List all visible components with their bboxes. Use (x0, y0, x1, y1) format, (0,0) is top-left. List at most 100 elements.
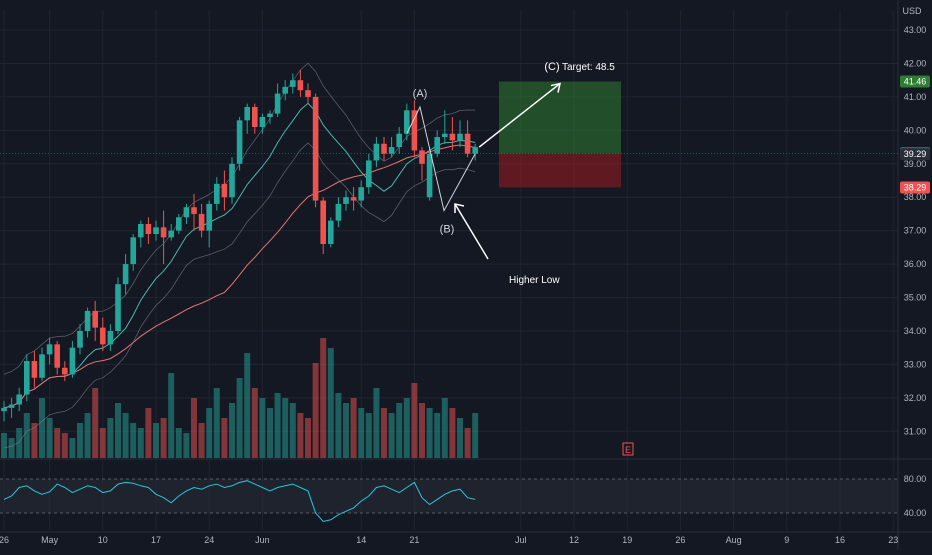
volume-bar (39, 398, 45, 458)
candle-body (434, 137, 440, 154)
volume-bar (320, 338, 327, 458)
volume-bar (274, 393, 281, 458)
candle-body (115, 284, 121, 331)
rsi-tick-label: 40.00 (904, 508, 927, 518)
volume-bar (251, 388, 258, 458)
volume-bar (464, 428, 471, 458)
volume-bar (221, 418, 228, 458)
volume-bar (153, 423, 159, 458)
x-tick-label: Jun (255, 535, 270, 545)
candle-body (464, 133, 471, 154)
volume-bar (373, 388, 380, 458)
candle-body (191, 207, 197, 214)
volume-bar (92, 388, 99, 458)
target-arrowhead (550, 82, 561, 93)
candle-body (358, 187, 364, 201)
wave-label-b: (B) (440, 224, 455, 236)
volume-bar (54, 428, 61, 458)
y-tick-label: 43.00 (904, 25, 927, 35)
y-tick-label: 40.00 (904, 125, 927, 135)
ma-fast-line (3, 102, 476, 409)
candle-body (411, 110, 418, 151)
candle-body (100, 327, 106, 345)
candle-body (290, 80, 296, 87)
x-tick-label: 26 (0, 535, 9, 545)
candle-body (343, 197, 349, 204)
y-tick-label: 32.00 (904, 393, 927, 403)
y-tick-label: 34.00 (904, 326, 927, 336)
candle-body (297, 80, 304, 91)
volume-bar (327, 348, 334, 458)
candle-body (39, 354, 45, 378)
candle-body (328, 220, 334, 245)
y-tick-label: 35.00 (904, 293, 927, 303)
x-tick-label: 9 (784, 535, 789, 545)
volume-bar (122, 413, 129, 458)
x-tick-label: 14 (356, 535, 366, 545)
x-tick-label: 16 (835, 535, 845, 545)
volume-bar (115, 403, 121, 458)
candle-body (107, 330, 114, 345)
price-label: 38.29 (904, 183, 927, 193)
candle-body (282, 86, 288, 94)
x-tick-label: Aug (726, 535, 742, 545)
volume-bar (77, 423, 83, 458)
wave-path (406, 105, 476, 212)
target-arrow (478, 82, 561, 148)
y-tick-label: 39.00 (904, 159, 927, 169)
volume-bar (441, 398, 448, 458)
volume-bar (358, 408, 365, 458)
x-tick-label: 26 (675, 535, 685, 545)
candle-body (122, 264, 129, 285)
candle-body (274, 93, 281, 114)
candle-body (16, 394, 22, 405)
volume-bar (365, 413, 372, 458)
candle-body (77, 330, 83, 348)
candle-body (206, 203, 212, 231)
volume-bar (175, 428, 182, 458)
y-tick-label: 41.00 (904, 92, 927, 102)
candle-body (305, 90, 311, 97)
y-tick-label: 36.00 (904, 259, 927, 269)
volume-bar (411, 383, 418, 458)
candle-body (449, 133, 456, 141)
y-tick-label: 37.00 (904, 226, 927, 236)
volume-bar (206, 408, 213, 458)
bollinger-lower (3, 142, 476, 449)
volume-bar (244, 353, 251, 458)
volume-bar (305, 418, 311, 458)
volume-bar (396, 403, 403, 458)
target-zone (499, 81, 621, 154)
volume-bar (259, 398, 266, 458)
candle-body (267, 113, 273, 117)
candle-body (373, 143, 380, 161)
candle-body (244, 106, 250, 121)
candle-body (84, 310, 91, 331)
candle-body (8, 404, 15, 408)
volume-bar (419, 403, 425, 458)
price-label: 41.46 (904, 77, 927, 87)
volume-bar (198, 423, 205, 458)
x-tick-label: Jul (515, 535, 527, 545)
wave-label-a: (A) (413, 88, 428, 100)
candle-body (24, 361, 30, 395)
volume-bar (236, 378, 243, 458)
volume-bar (23, 413, 30, 458)
candle-body (54, 344, 60, 368)
volume-bar (46, 418, 53, 458)
candle-body (138, 223, 144, 238)
volume-bar (213, 388, 220, 458)
candle-body (214, 183, 220, 204)
volume-bar (183, 433, 190, 458)
candle-body (312, 96, 319, 201)
volume-bar (16, 428, 23, 458)
y-tick-label: 33.00 (904, 359, 927, 369)
candle-body (145, 223, 152, 234)
candle-body (168, 230, 174, 238)
volume-bar (426, 408, 433, 458)
volume-bar (137, 428, 144, 458)
volume-bar (388, 413, 395, 458)
candle-body (1, 407, 7, 412)
volume-bar (267, 408, 273, 458)
